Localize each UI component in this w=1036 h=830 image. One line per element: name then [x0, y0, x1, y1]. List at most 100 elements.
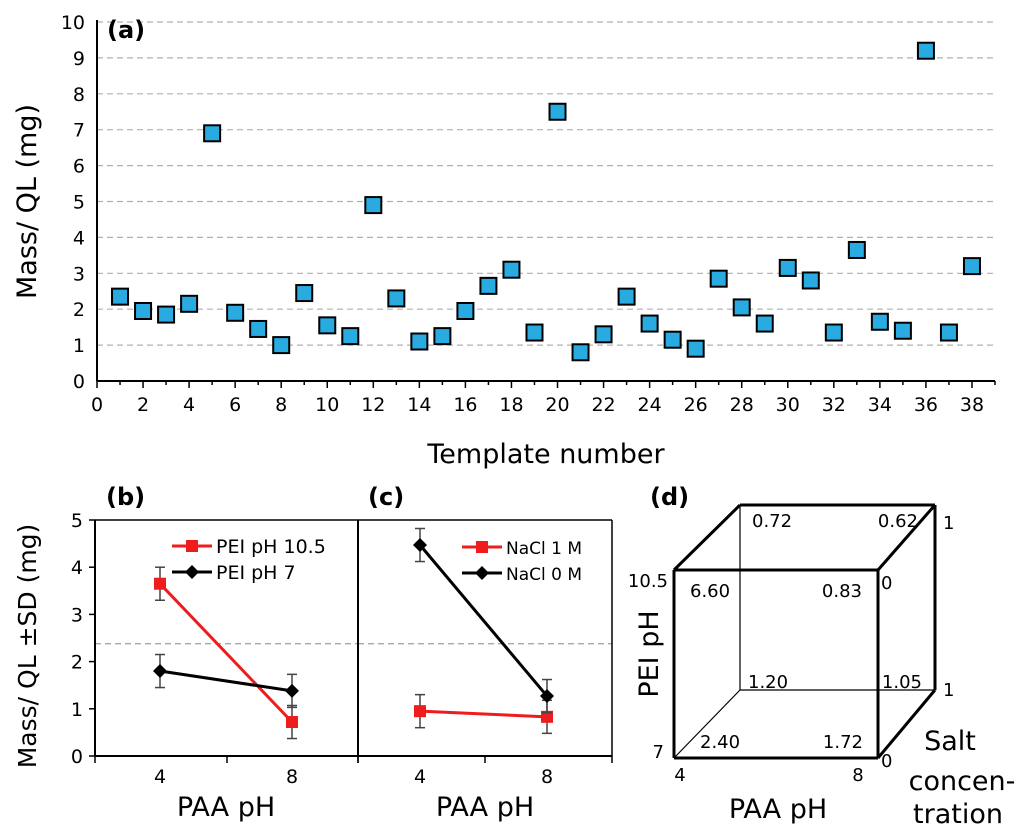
y-tick-label-a: 1: [73, 335, 85, 357]
panel-label-d: (d): [650, 483, 689, 511]
y-tick-label-a: 3: [73, 263, 85, 285]
y-tick-label-a: 5: [73, 192, 85, 214]
paa-low-tick: 4: [674, 765, 685, 786]
x-tick-label-a: 8: [275, 394, 287, 416]
data-point-a: [410, 332, 429, 351]
cube-corner-value: 0.72: [752, 511, 792, 532]
y-tick-label-b: 0: [71, 746, 83, 768]
data-point-b: [154, 577, 166, 590]
data-point-a: [916, 41, 935, 60]
x-tick-label-b: 8: [286, 766, 298, 788]
cube-hidden-edge: [673, 689, 741, 759]
legend-marker-b: [186, 540, 198, 552]
x-axis-title-a: Template number: [426, 439, 665, 470]
y-axis-title-a: Mass/ QL (mg): [12, 104, 43, 299]
panel-label-a: (a): [107, 16, 145, 44]
legend-label-b: PEI pH 10.5: [216, 536, 326, 558]
x-tick-label-a: 28: [730, 394, 754, 416]
data-point-a: [732, 298, 751, 317]
data-point-c: [413, 538, 427, 553]
data-point-a: [502, 260, 521, 279]
x-tick-label-a: 12: [361, 394, 385, 416]
series-line-c: [419, 709, 548, 719]
y-tick-label-b: 4: [71, 557, 83, 579]
cube-edge: [876, 689, 937, 759]
data-point-a: [893, 321, 912, 340]
cube-corner-value: 0.62: [878, 511, 918, 532]
data-point-a: [479, 276, 498, 295]
data-point-c: [414, 705, 426, 718]
x-tick-label-c: 4: [414, 766, 426, 788]
data-point-a: [663, 330, 682, 349]
x-tick-label-a: 26: [684, 394, 708, 416]
data-point-a: [824, 323, 843, 342]
data-point-a: [778, 258, 797, 277]
x-tick-label-a: 38: [960, 394, 984, 416]
data-point-a: [870, 312, 889, 331]
data-point-a: [640, 314, 659, 333]
x-tick-label-a: 6: [229, 394, 241, 416]
y-tick-label-a: 4: [73, 227, 85, 249]
salt-front-high-tick: 0: [881, 573, 892, 594]
legend-marker-c: [475, 566, 489, 580]
x-tick-label-a: 32: [822, 394, 846, 416]
data-point-a: [709, 269, 728, 288]
x-tick-label-a: 10: [315, 394, 339, 416]
data-point-b: [285, 683, 299, 698]
y-tick-label-b: 3: [71, 604, 83, 626]
data-point-a: [272, 336, 291, 355]
cube-corner-value: 1.72: [823, 732, 863, 753]
cube-corner-value: 2.40: [700, 732, 740, 753]
data-point-a: [755, 314, 774, 333]
legend-marker-c: [476, 541, 488, 553]
data-point-a: [939, 323, 958, 342]
cube-corner-value: 6.60: [690, 581, 730, 602]
data-point-a: [594, 325, 613, 344]
legend-marker-b: [185, 565, 199, 579]
paa-high-tick: 8: [852, 765, 863, 786]
data-point-a: [962, 257, 981, 276]
y-tick-label-b: 1: [71, 699, 83, 721]
data-point-c: [541, 710, 553, 723]
data-point-a: [548, 102, 567, 121]
y-tick-label-a: 2: [73, 299, 85, 321]
series-line-c: [418, 544, 549, 698]
x-tick-label-a: 0: [91, 394, 103, 416]
data-point-a: [847, 240, 866, 259]
x-tick-label-a: 22: [591, 394, 615, 416]
z-axis-title-d: tration: [913, 799, 1003, 830]
panel-d-cube-diagram: (d) 6.60 0.83 0.72 0.62 1.20 1.05 2.40 1.72 10.5 7…: [628, 483, 1015, 830]
data-point-a: [571, 343, 590, 362]
data-point-a: [249, 319, 268, 338]
data-point-a: [364, 196, 383, 215]
salt-back-low-tick: 1: [943, 680, 954, 701]
panel-b-line-chart: 0 1 2 3 4 5 4 8 (b) PAA pH Mass/ QL ±SD (mg) PEI pH…: [13, 483, 359, 823]
x-tick-label-c: 8: [541, 766, 553, 788]
data-point-a: [456, 301, 475, 320]
data-point-a: [525, 323, 544, 342]
data-point-c: [540, 689, 554, 704]
y-tick-label-b: 5: [71, 510, 83, 532]
salt-front-low-tick: 0: [881, 751, 892, 772]
data-point-a: [111, 287, 130, 306]
x-tick-label-a: 20: [545, 394, 569, 416]
data-point-a: [295, 284, 314, 303]
y-tick-label-a: 8: [73, 84, 85, 106]
y-axis-title-b: Mass/ QL ±SD (mg): [13, 524, 42, 769]
x-tick-label-a: 4: [183, 394, 195, 416]
panel-c-line-chart: 4 8 (c) PAA pH NaCl 1 M NaCl 0 M: [357, 483, 613, 823]
x-axis-title-b: PAA pH: [177, 792, 275, 823]
data-point-a: [341, 327, 360, 346]
cube-corner-value: 1.05: [882, 672, 922, 693]
series-line-b: [159, 669, 293, 693]
x-axis-title-d: PAA pH: [729, 794, 827, 825]
data-point-a: [157, 305, 176, 324]
x-axis-title-c: PAA pH: [436, 792, 534, 823]
y-tick-label-b: 2: [71, 652, 83, 674]
data-point-a: [801, 271, 820, 290]
cube-corner-value: 0.83: [822, 581, 862, 602]
data-point-a: [226, 303, 245, 322]
data-point-a: [686, 339, 705, 358]
